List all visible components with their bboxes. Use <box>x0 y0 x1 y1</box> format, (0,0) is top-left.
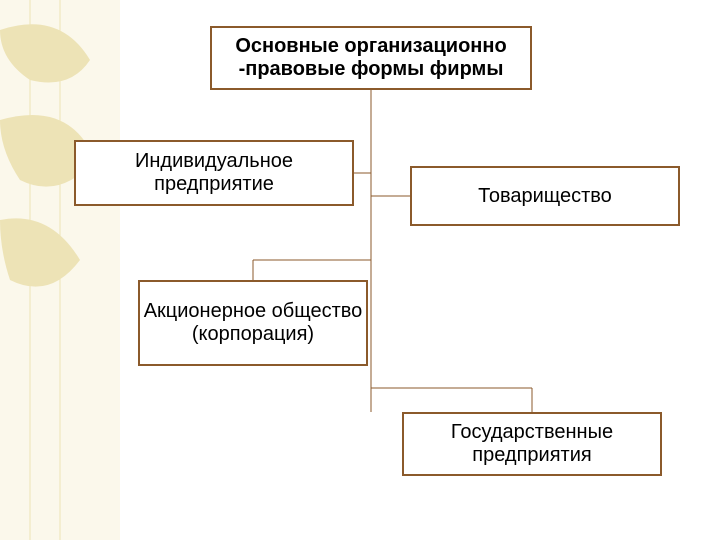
node-n3: Акционерное общество (корпорация) <box>138 280 368 366</box>
node-n1: Индивидуальное предприятие <box>74 140 354 206</box>
node-n2: Товарищество <box>410 166 680 226</box>
node-n2-label: Товарищество <box>478 185 612 208</box>
node-root-label: Основные организационно -правовые формы … <box>212 35 530 81</box>
node-n4-label: Государственные предприятия <box>404 421 660 467</box>
node-root: Основные организационно -правовые формы … <box>210 26 532 90</box>
node-n4: Государственные предприятия <box>402 412 662 476</box>
node-n3-label: Акционерное общество (корпорация) <box>140 300 366 346</box>
node-n1-label: Индивидуальное предприятие <box>76 150 352 196</box>
